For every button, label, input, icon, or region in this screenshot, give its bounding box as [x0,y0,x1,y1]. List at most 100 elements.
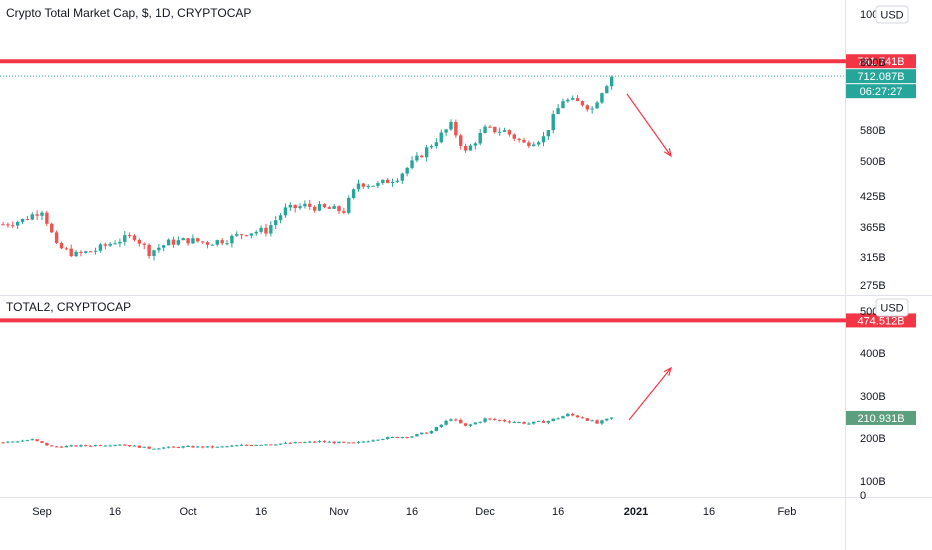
candle-body [497,419,502,421]
candle-body [371,185,375,187]
candle-body [361,441,366,443]
main-countdown-label: 06:27:27 [860,86,903,98]
candle-body [152,448,156,450]
candle-body [478,132,482,144]
candle-body [449,121,453,130]
candle-body [127,445,132,447]
candle [210,243,215,246]
candle-body [410,160,414,168]
candle-body [454,121,458,136]
candle [551,418,555,422]
candle [254,444,258,446]
candle [162,244,166,252]
candle [288,442,293,444]
candle-body [64,248,69,250]
candle [54,445,59,448]
candle-body [137,445,142,448]
candle-body [288,204,293,208]
candle-body [468,145,473,151]
candle [25,439,30,442]
candle-body [483,418,487,422]
candle [468,143,473,151]
candle-body [444,420,448,425]
candle-body [127,235,132,237]
candle [157,243,161,253]
candle [463,423,468,427]
total2-trend-arrow[interactable] [628,367,672,421]
candle-body [366,441,370,443]
main-resistance-label: 761.741B [857,56,904,68]
candle [225,446,229,448]
candle-body [196,446,200,448]
candle-body [205,242,210,245]
candle [415,152,419,163]
candle [69,244,73,258]
candle [79,250,83,257]
main-usd-button[interactable] [875,5,909,24]
candle-body [293,442,297,444]
main-usd-label[interactable]: USD [880,10,903,22]
candle-body [541,136,546,143]
candle-body [439,132,443,143]
candle-body [517,422,521,424]
candle-body [420,432,424,435]
candle-body [278,443,283,445]
candle-body [293,204,297,209]
candle-body [536,142,541,145]
candle-body [132,445,137,447]
candle-body [225,446,229,448]
candle-body [157,448,161,450]
total2-axis-tick: 0 [860,490,866,502]
time-axis-tick: Sep [32,506,52,518]
main-trend-arrow[interactable] [626,93,672,157]
candle [288,202,293,212]
candle [439,424,443,429]
candle [517,137,521,143]
candle [35,210,39,221]
candle [244,234,249,237]
candle [536,420,541,422]
candle-body [11,225,15,227]
candle [512,420,516,424]
candle [478,128,482,146]
candle [74,445,78,447]
candle [176,236,181,246]
candle-body [239,234,244,236]
candle [132,234,137,242]
candle [546,130,551,140]
candle [429,430,434,434]
total2-usd-label[interactable]: USD [880,303,903,315]
candle-body [551,114,555,131]
candle [493,417,497,421]
candle-body [176,446,181,448]
candle-body [605,418,609,421]
total2-usd-button[interactable] [875,298,909,317]
candle [473,141,478,150]
candle-body [298,442,302,444]
candle [293,204,297,213]
candle [575,415,580,418]
candle [527,140,531,149]
candle-body [546,130,551,137]
candle [215,446,219,448]
candle [30,212,34,221]
candle [6,441,10,444]
candle-body [512,134,516,139]
candle-body [269,444,273,446]
candle [259,444,263,446]
candle [342,441,346,444]
candle [502,127,507,133]
candle-body [600,420,604,424]
main-axis-tick: 315B [860,252,886,264]
candle-body [590,108,594,110]
candle-body [274,220,278,226]
candle [127,232,132,239]
candle-body [376,439,380,441]
candle-body [454,419,458,421]
candle-body [288,442,293,444]
candle [162,446,166,450]
candle-body [424,147,429,158]
candle-body [429,431,434,434]
candle-body [395,180,400,182]
